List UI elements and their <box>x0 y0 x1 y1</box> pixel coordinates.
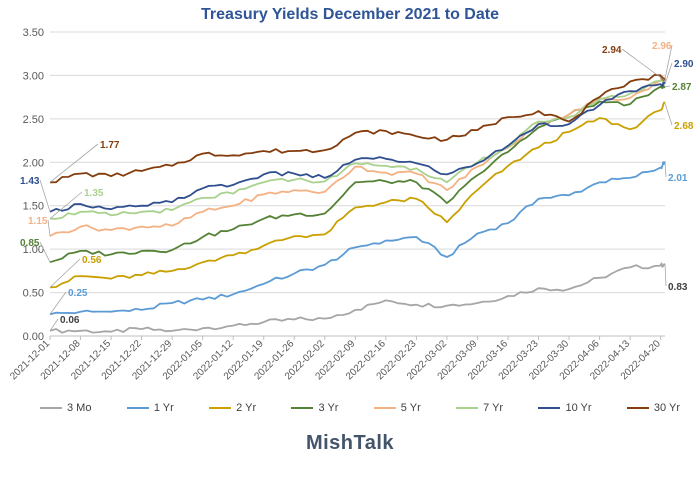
legend-item: 3 Mo <box>40 402 91 414</box>
data-label-start-3-mo: 0.06 <box>60 315 80 326</box>
leader-line <box>664 103 673 126</box>
legend-label: 2 Yr <box>236 402 257 414</box>
series-line-30-yr <box>49 74 666 184</box>
y-tick-label: 3.00 <box>23 70 44 82</box>
legend: 3 Mo 1 Yr 2 Yr 3 Yr 5 Yr 7 Yr 10 Yr 30 Yr <box>40 398 680 418</box>
data-label-end-3-mo: 0.83 <box>668 282 688 293</box>
data-label-start-3-yr: 0.85 <box>20 238 40 249</box>
leader-line <box>664 44 673 79</box>
leader-line <box>39 179 51 212</box>
legend-swatch <box>456 407 479 409</box>
leader-line <box>49 191 83 220</box>
legend-swatch <box>40 407 62 409</box>
leader-line <box>49 291 67 315</box>
axes: 0.000.501.001.502.002.503.003.502021-12-… <box>8 27 665 382</box>
legend-label: 1 Yr <box>153 402 174 414</box>
brand-logo: MishTalk <box>305 432 395 454</box>
gridlines <box>50 31 665 337</box>
series-line-10-yr <box>49 81 666 213</box>
legend-item: 2 Yr <box>209 402 256 414</box>
legend-item: 10 Yr <box>538 402 592 414</box>
legend-item: 7 Yr <box>456 402 503 414</box>
y-tick-label: 2.00 <box>23 157 44 169</box>
leader-line <box>664 161 667 178</box>
legend-label: 3 Yr <box>318 402 339 414</box>
legend-label: 3 Mo <box>67 402 92 414</box>
leader-line <box>621 48 666 81</box>
legend-swatch <box>209 407 232 409</box>
series-line-3-mo <box>49 262 666 334</box>
legend-swatch <box>291 407 314 409</box>
data-label-start-10-yr: 1.43 <box>20 176 40 187</box>
leader-line <box>664 62 673 85</box>
series-line-7-yr <box>49 77 666 220</box>
y-tick-label: 0.50 <box>23 288 44 300</box>
legend-item: 5 Yr <box>373 402 421 414</box>
leader-line <box>664 263 667 287</box>
data-label-end-2-yr: 2.68 <box>674 121 694 132</box>
legend-label: 7 Yr <box>483 402 504 414</box>
data-label-start-1-yr: 0.25 <box>68 288 88 299</box>
legend-item: 1 Yr <box>126 402 174 414</box>
data-label-start-7-yr: 1.35 <box>84 188 104 199</box>
data-label-end-10-yr: 2.90 <box>674 59 694 70</box>
data-label-end-5-yr: 2.96 <box>652 41 672 52</box>
leader-line <box>49 143 99 183</box>
series-line-2-yr <box>49 101 666 289</box>
data-label-start-2-yr: 0.56 <box>82 255 102 266</box>
leader-line <box>49 258 81 288</box>
legend-item: 3 Yr <box>291 402 338 414</box>
leader-line <box>49 318 59 332</box>
leader-line <box>39 241 51 263</box>
y-tick-label: 0.00 <box>23 331 44 343</box>
legend-label: 30 Yr <box>653 402 680 414</box>
chart-title: Treasury Yields December 2021 to Date <box>201 6 499 23</box>
data-label-end-3-yr: 2.87 <box>672 82 692 93</box>
data-label-start-30-yr: 1.77 <box>100 140 120 151</box>
series-line-1-yr <box>49 161 666 316</box>
data-label-start-5-yr: 1.15 <box>28 216 48 227</box>
legend-swatch <box>126 407 149 409</box>
legend-item: 30 Yr <box>626 402 680 414</box>
legend-swatch <box>538 407 561 409</box>
y-tick-label: 3.50 <box>23 27 44 39</box>
legend-swatch <box>373 407 396 409</box>
legend-label: 5 Yr <box>400 402 421 414</box>
series-lines <box>49 74 666 334</box>
data-labels: 0.06 0.83 0.25 2.01 0.56 2.68 0.85 2.87 1.15 2.96… <box>20 41 694 332</box>
data-label-end-1-yr: 2.01 <box>668 173 688 184</box>
data-label-end-30-yr: 2.94 <box>602 45 622 56</box>
y-tick-label: 1.00 <box>23 244 44 256</box>
y-tick-label: 1.50 <box>23 201 44 213</box>
legend-label: 10 Yr <box>565 402 592 414</box>
y-tick-label: 2.50 <box>23 114 44 126</box>
leader-line <box>47 219 51 237</box>
legend-swatch <box>626 407 649 409</box>
leader-line <box>664 85 671 88</box>
